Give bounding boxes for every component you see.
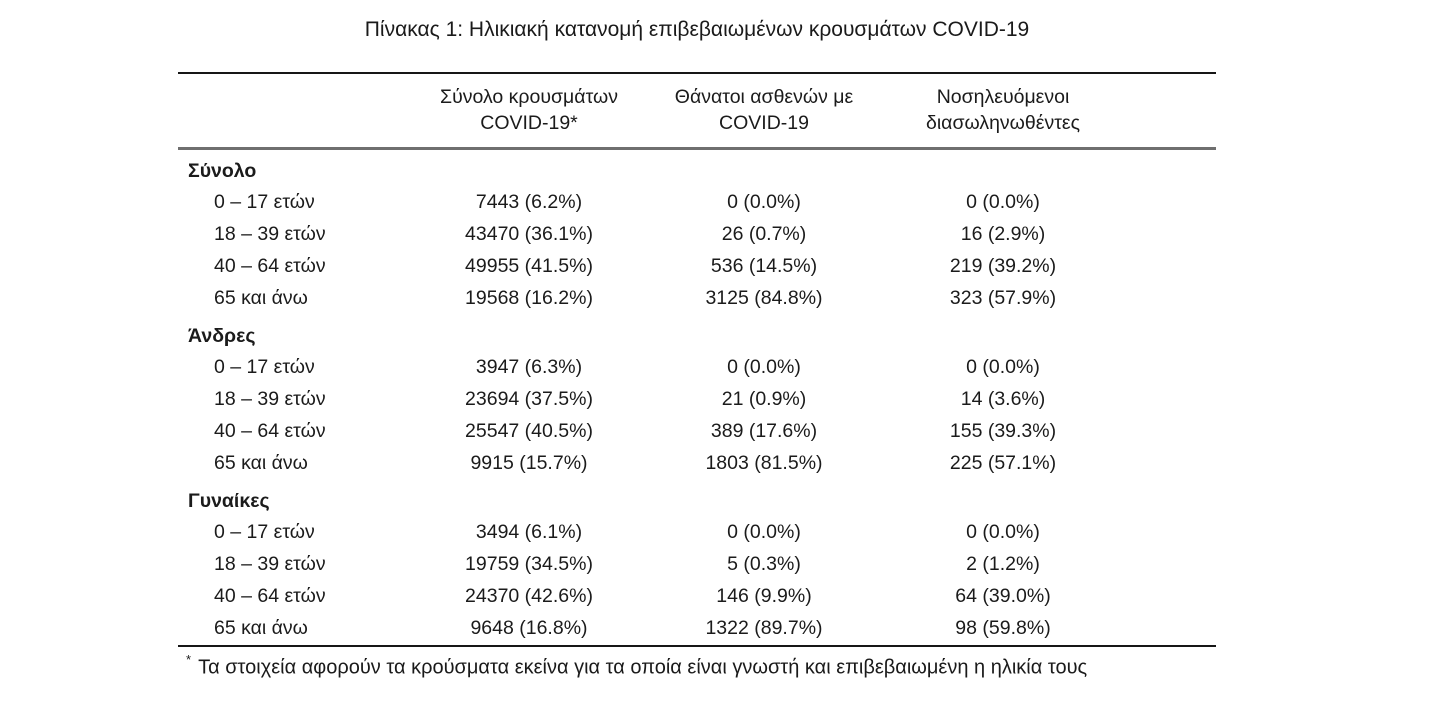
spacer-cell: [1127, 219, 1216, 251]
cases-cell: 49955 (41.5%): [465, 255, 593, 277]
table-footnote: * Τα στοιχεία αφορούν τα κρούσματα εκείνα…: [178, 650, 1216, 680]
table-row: 18 – 39 ετών 19759 (34.5%) 5 (0.3%) 2 (1…: [178, 549, 1216, 581]
footnote-asterisk-marker: *: [186, 652, 192, 667]
table-row: 40 – 64 ετών 24370 (42.6%) 146 (9.9%) 64…: [178, 581, 1216, 613]
table-row: 0 – 17 ετών 3494 (6.1%) 0 (0.0%) 0 (0.0%…: [178, 517, 1216, 549]
section-row-women: Γυναίκες: [178, 480, 1216, 517]
age-cell: 0 – 17 ετών: [214, 356, 315, 378]
age-cell: 40 – 64 ετών: [214, 585, 326, 607]
covid-age-distribution-table: Σύνολο κρουσμάτων COVID-19* Θάνατοι ασθε…: [178, 72, 1216, 680]
deaths-cell: 3125 (84.8%): [705, 287, 823, 309]
intubated-cell: 0 (0.0%): [966, 191, 1040, 213]
table-row: 0 – 17 ετών 7443 (6.2%) 0 (0.0%) 0 (0.0%…: [178, 187, 1216, 219]
intubated-cell: 219 (39.2%): [949, 255, 1057, 277]
deaths-cell: 389 (17.6%): [710, 420, 818, 442]
age-cell: 65 και άνω: [214, 617, 308, 639]
intubated-cell: 2 (1.2%): [966, 553, 1040, 575]
age-cell: 18 – 39 ετών: [214, 388, 326, 410]
deaths-cell: 5 (0.3%): [727, 553, 801, 575]
cases-cell: 9648 (16.8%): [470, 617, 588, 639]
spacer-cell: [1127, 517, 1216, 549]
spacer-cell: [1127, 251, 1216, 283]
column-header-total-cases: Σύνολο κρουσμάτων COVID-19*: [409, 73, 649, 150]
age-cell: 65 και άνω: [214, 287, 308, 309]
column-header-intubated: Νοσηλευόμενοι διασωληνωθέντες: [879, 73, 1127, 150]
column-header-line: Νοσηλευόμενοι: [936, 86, 1070, 108]
deaths-cell: 0 (0.0%): [727, 521, 801, 543]
table-row: 40 – 64 ετών 25547 (40.5%) 389 (17.6%) 1…: [178, 416, 1216, 448]
spacer-cell: [1127, 613, 1216, 646]
intubated-cell: 323 (57.9%): [949, 287, 1057, 309]
cases-cell: 19568 (16.2%): [465, 287, 593, 309]
table-title: Πίνακας 1: Ηλικιακή κατανομή επιβεβαιωμέ…: [364, 18, 1030, 41]
deaths-cell: 26 (0.7%): [721, 223, 807, 245]
footnote-text: Τα στοιχεία αφορούν τα κρούσματα εκείνα …: [198, 656, 1088, 679]
column-header-line: Σύνολο κρουσμάτων: [440, 86, 618, 108]
intubated-cell: 0 (0.0%): [966, 521, 1040, 543]
intubated-cell: 155 (39.3%): [949, 420, 1057, 442]
table-row: 18 – 39 ετών 43470 (36.1%) 26 (0.7%) 16 …: [178, 219, 1216, 251]
table-row: 65 και άνω 19568 (16.2%) 3125 (84.8%) 32…: [178, 283, 1216, 315]
cases-cell: 23694 (37.5%): [465, 388, 593, 410]
spacer-cell: [1127, 187, 1216, 219]
table-header-row: Σύνολο κρουσμάτων COVID-19* Θάνατοι ασθε…: [178, 73, 1216, 150]
intubated-cell: 64 (39.0%): [955, 585, 1051, 607]
table-row: 0 – 17 ετών 3947 (6.3%) 0 (0.0%) 0 (0.0%…: [178, 352, 1216, 384]
spacer-cell: [1127, 416, 1216, 448]
section-row-total: Σύνολο: [178, 149, 1216, 188]
intubated-cell: 14 (3.6%): [960, 388, 1046, 410]
cases-cell: 3494 (6.1%): [475, 521, 583, 543]
age-cell: 65 και άνω: [214, 452, 308, 474]
age-cell: 18 – 39 ετών: [214, 223, 326, 245]
intubated-cell: 0 (0.0%): [966, 356, 1040, 378]
spacer-cell: [1127, 549, 1216, 581]
deaths-cell: 536 (14.5%): [710, 255, 818, 277]
cases-cell: 7443 (6.2%): [475, 191, 583, 213]
column-header-line: Θάνατοι ασθενών με: [674, 86, 854, 108]
intubated-cell: 225 (57.1%): [949, 452, 1057, 474]
table-row: 40 – 64 ετών 49955 (41.5%) 536 (14.5%) 2…: [178, 251, 1216, 283]
table-row: 65 και άνω 9915 (15.7%) 1803 (81.5%) 225…: [178, 448, 1216, 480]
deaths-cell: 1322 (89.7%): [705, 617, 823, 639]
spacer-cell: [1127, 384, 1216, 416]
spacer-cell: [1127, 581, 1216, 613]
deaths-cell: 21 (0.9%): [721, 388, 807, 410]
section-label: Γυναίκες: [188, 490, 270, 512]
cases-cell: 25547 (40.5%): [465, 420, 593, 442]
intubated-cell: 16 (2.9%): [960, 223, 1046, 245]
deaths-cell: 1803 (81.5%): [705, 452, 823, 474]
column-header-line: διασωληνωθέντες: [925, 112, 1080, 134]
deaths-cell: 146 (9.9%): [716, 585, 812, 607]
section-row-men: Άνδρες: [178, 315, 1216, 352]
column-header-line: COVID-19: [719, 112, 809, 134]
cases-cell: 24370 (42.6%): [465, 585, 593, 607]
data-table: Σύνολο κρουσμάτων COVID-19* Θάνατοι ασθε…: [178, 72, 1216, 647]
age-cell: 18 – 39 ετών: [214, 553, 326, 575]
age-cell: 40 – 64 ετών: [214, 255, 326, 277]
intubated-cell: 98 (59.8%): [955, 617, 1051, 639]
table-row: 18 – 39 ετών 23694 (37.5%) 21 (0.9%) 14 …: [178, 384, 1216, 416]
section-label: Σύνολο: [188, 160, 257, 182]
cases-cell: 3947 (6.3%): [475, 356, 583, 378]
deaths-cell: 0 (0.0%): [727, 191, 801, 213]
age-cell: 0 – 17 ετών: [214, 191, 315, 213]
deaths-cell: 0 (0.0%): [727, 356, 801, 378]
column-header-line: COVID-19*: [480, 112, 578, 134]
cases-cell: 9915 (15.7%): [470, 452, 588, 474]
spacer-cell: [1127, 283, 1216, 315]
row-label-header-cell: [178, 73, 409, 150]
cases-cell: 19759 (34.5%): [465, 553, 593, 575]
section-label: Άνδρες: [188, 325, 256, 347]
spacer-cell: [1127, 352, 1216, 384]
table-row: 65 και άνω 9648 (16.8%) 1322 (89.7%) 98 …: [178, 613, 1216, 646]
spacer-cell: [1127, 448, 1216, 480]
spacer-header-cell: [1127, 73, 1216, 150]
cases-cell: 43470 (36.1%): [465, 223, 593, 245]
column-header-deaths: Θάνατοι ασθενών με COVID-19: [649, 73, 879, 150]
age-cell: 0 – 17 ετών: [214, 521, 315, 543]
age-cell: 40 – 64 ετών: [214, 420, 326, 442]
